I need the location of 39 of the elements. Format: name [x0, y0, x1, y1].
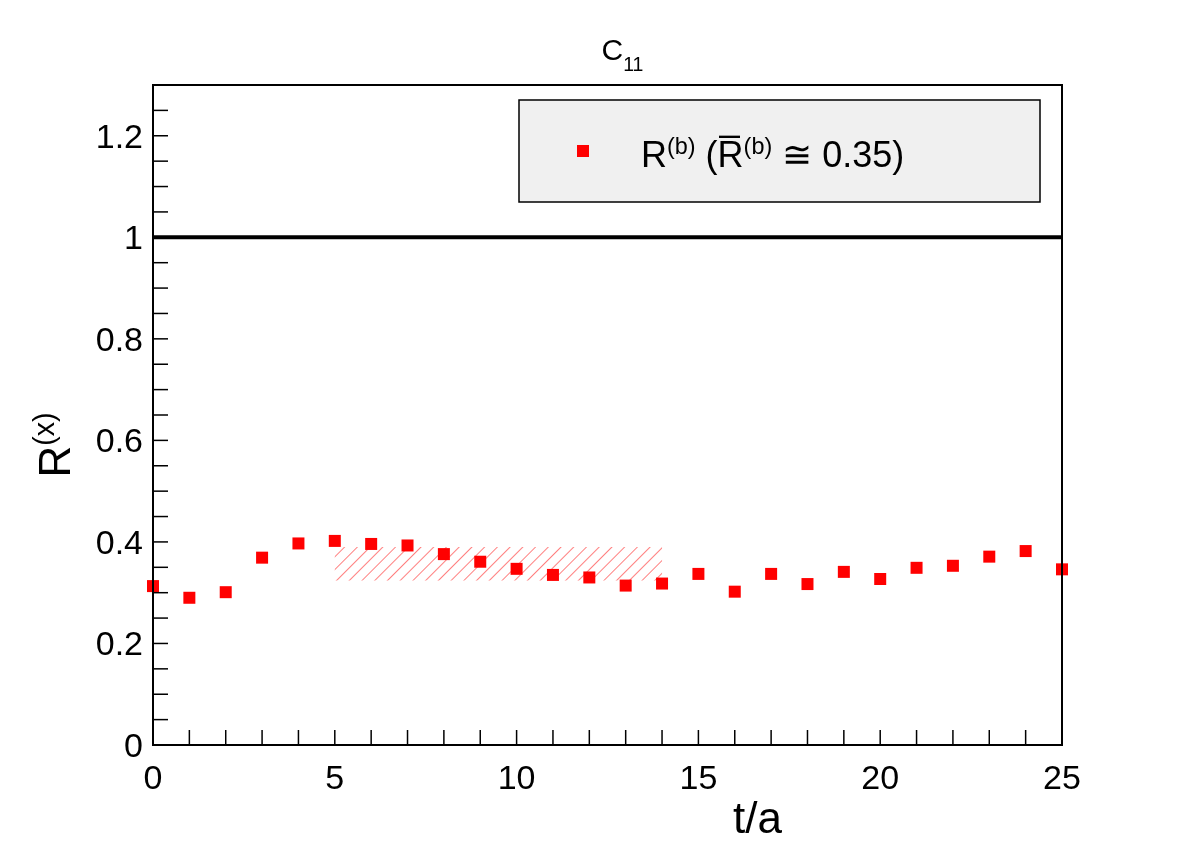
point	[474, 555, 487, 568]
point	[1019, 545, 1032, 558]
point	[437, 548, 450, 561]
x-tick-label: 5	[325, 758, 345, 796]
point	[801, 578, 814, 591]
point	[292, 537, 305, 550]
point	[256, 551, 269, 564]
point	[183, 591, 196, 604]
x-tick-label: 10	[497, 758, 536, 796]
point	[874, 572, 887, 585]
y-tick-label: 1	[124, 218, 143, 257]
point	[219, 586, 232, 599]
point	[837, 565, 850, 578]
point	[365, 537, 378, 550]
point	[510, 562, 523, 575]
point	[910, 561, 923, 574]
y-tick-label: 1.2	[95, 116, 143, 155]
point	[765, 567, 778, 580]
point	[946, 559, 959, 572]
point	[401, 539, 414, 552]
point	[656, 577, 669, 590]
legend-label: R$^{(b)}$ (R̅$^{(b)}$ ≅ 0.35)	[641, 133, 905, 175]
point	[583, 571, 596, 584]
point	[983, 550, 996, 563]
y-tick-label: 0.4	[95, 522, 143, 561]
x-tick-label: 20	[861, 758, 900, 796]
x-axis-title: t/a	[733, 793, 783, 842]
x-tick-label: 15	[679, 758, 718, 796]
y-tick-label: 0.8	[95, 319, 143, 358]
y-tick-label: 0.6	[95, 421, 143, 460]
point	[546, 568, 559, 581]
point	[728, 585, 741, 598]
x-tick-label: 25	[1043, 758, 1081, 796]
point	[328, 534, 341, 547]
chart-title: C$_{11}$	[601, 33, 644, 75]
y-tick-label: 0	[124, 726, 143, 764]
point	[619, 579, 632, 592]
point	[692, 567, 705, 580]
y-tick-label: 0.2	[95, 624, 143, 663]
